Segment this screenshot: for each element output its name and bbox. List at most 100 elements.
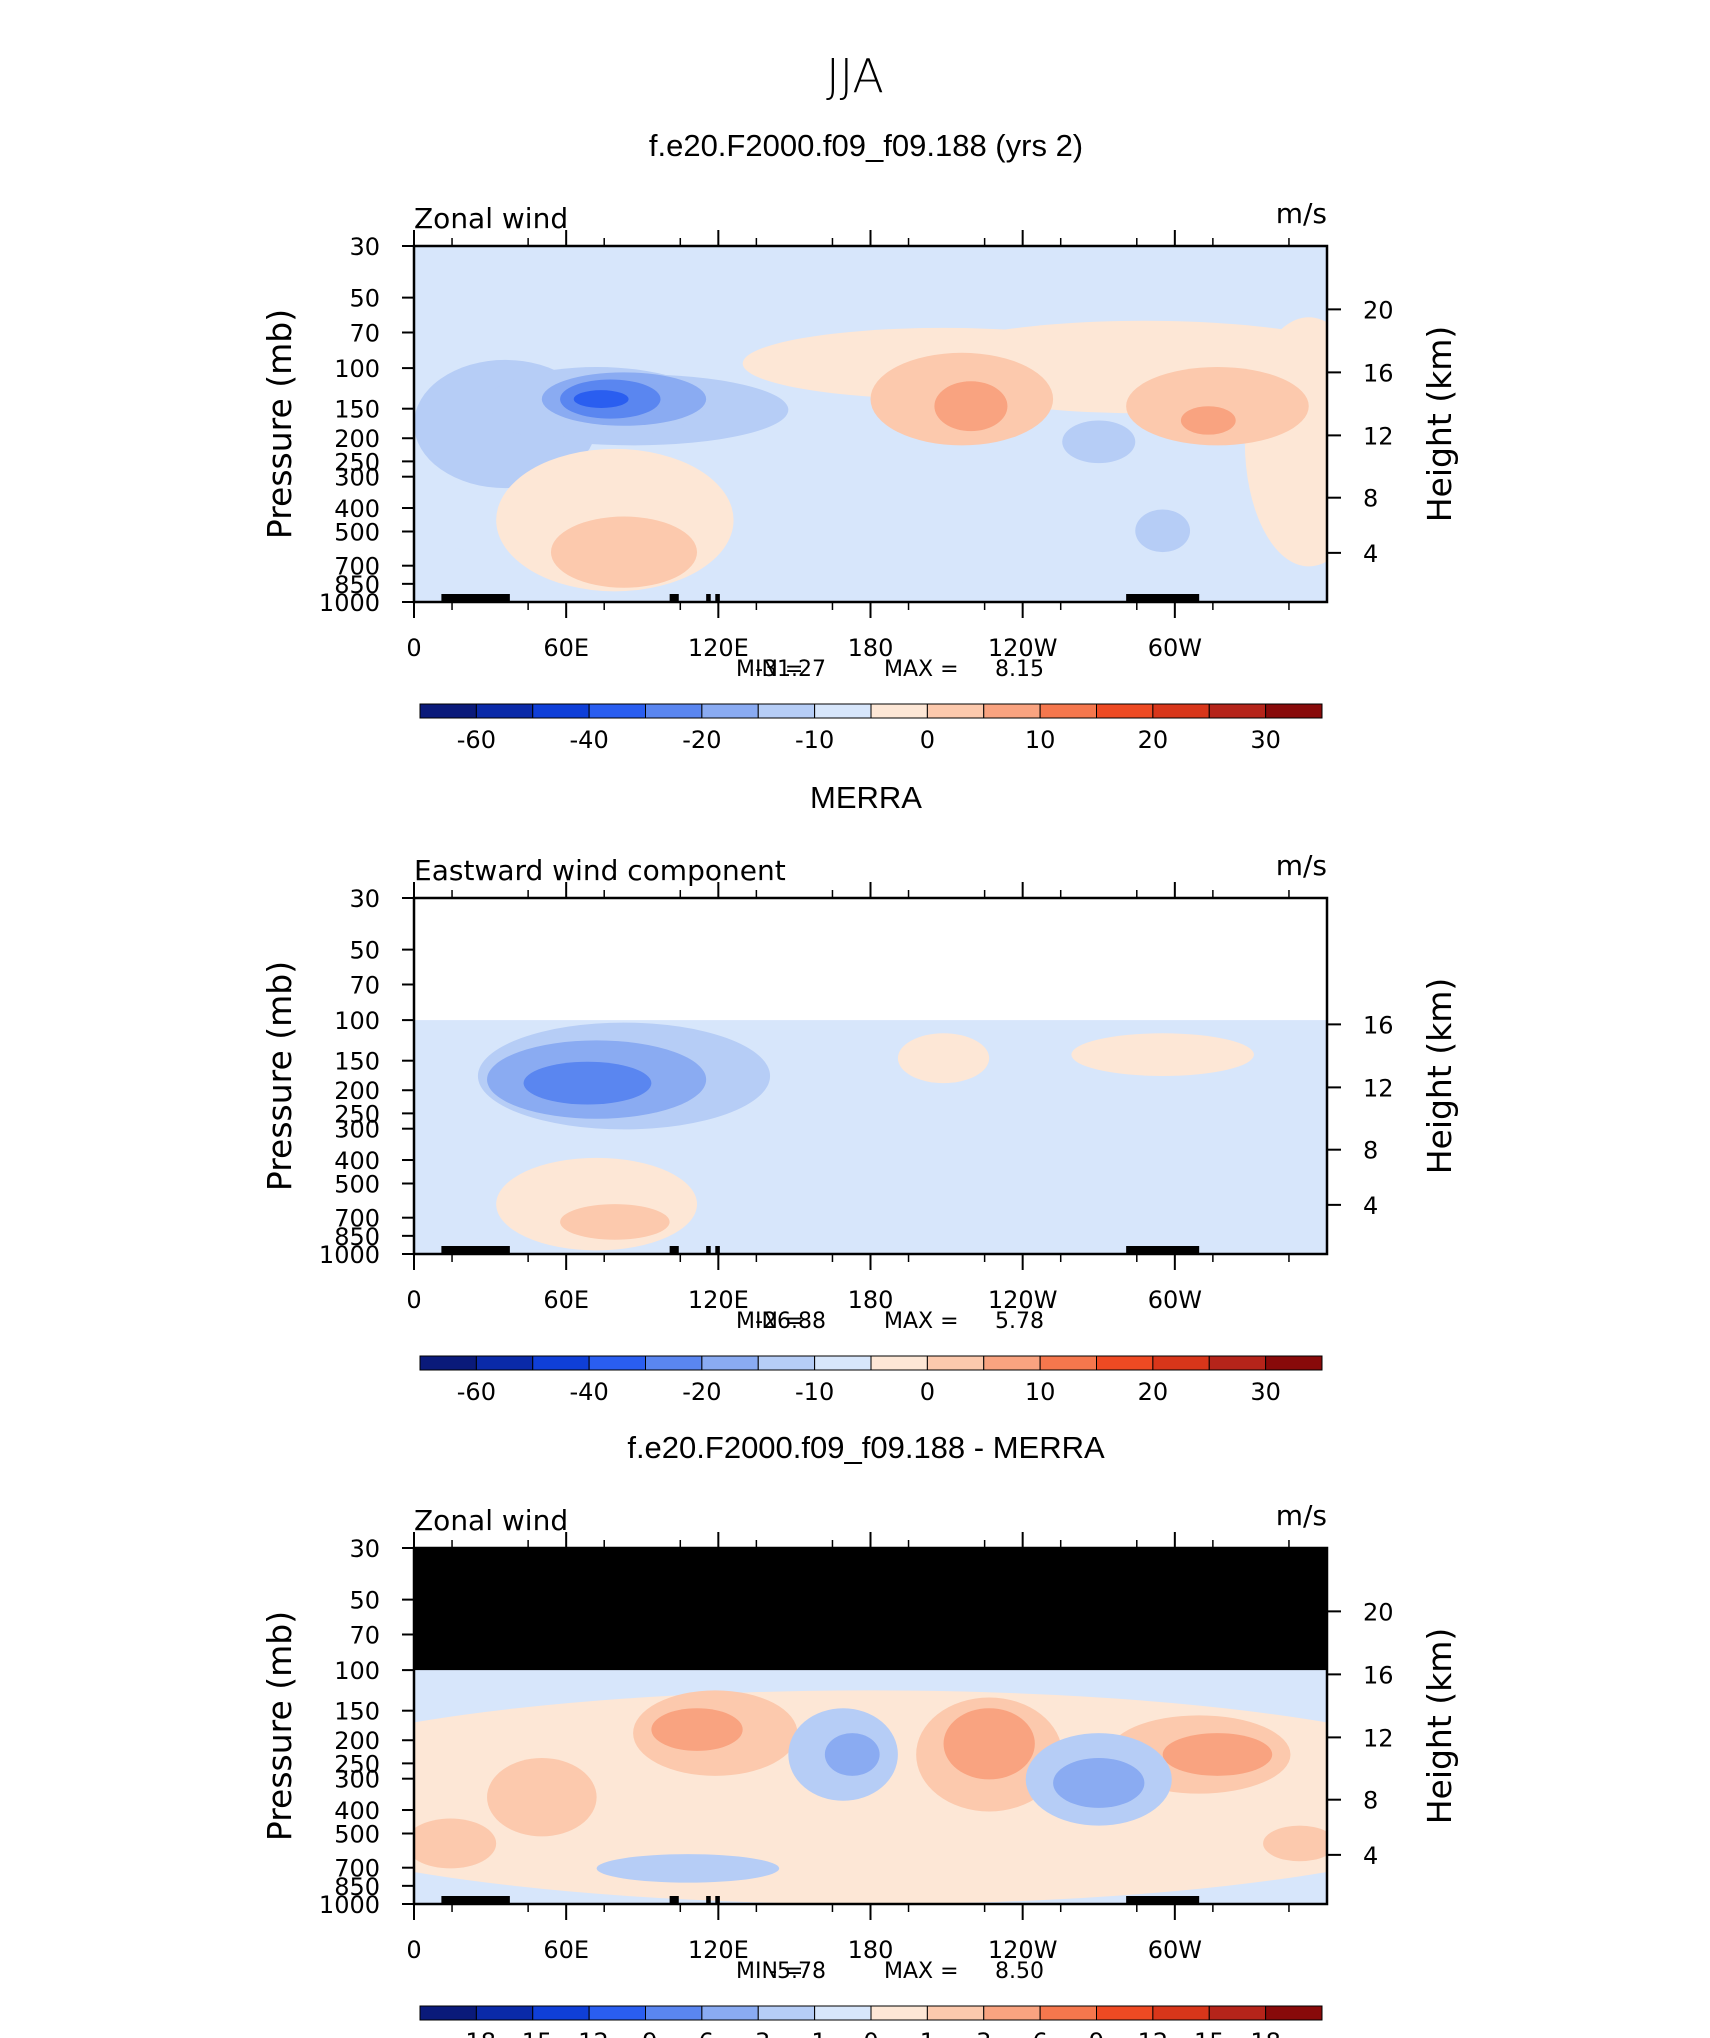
panel-3: f.e20.F2000.f09_f09.188 - MERRA Zonal win…	[260, 1430, 1459, 2038]
y-tick-label: 150	[334, 1698, 380, 1726]
colorbar-swatch	[926, 1355, 985, 1371]
y2-tick-label: 4	[1363, 1842, 1378, 1870]
colorbar-swatch	[1152, 2005, 1210, 2021]
y2-tick-label: 20	[1363, 296, 1394, 324]
topography-mask	[715, 1246, 720, 1254]
colorbar-label: 9	[1089, 2028, 1104, 2038]
stats-min-label: MIN =	[736, 657, 803, 682]
x-tick-label: 60W	[1148, 1286, 1202, 1314]
y-tick-label: 250	[334, 1100, 380, 1128]
colorbar-swatch	[532, 1355, 590, 1371]
colorbar-swatch	[926, 703, 985, 719]
colorbar-swatch	[532, 703, 590, 719]
y2-tick-label: 20	[1363, 1598, 1394, 1626]
y-tick-label: 100	[334, 1657, 380, 1685]
y-tick-label: 1000	[319, 1891, 380, 1919]
colorbar-swatch	[1265, 1355, 1323, 1371]
panel-left-label: Zonal wind	[414, 1504, 568, 1537]
y-tick-label: 70	[349, 972, 380, 1000]
colorbar-swatch	[983, 2005, 1041, 2021]
y-tick-label: 150	[334, 1048, 380, 1076]
contour-region	[573, 390, 629, 408]
topography-mask	[487, 1896, 510, 1904]
contour-region	[934, 381, 1008, 432]
colorbar-label: 18	[1250, 2028, 1281, 2038]
topography-mask	[441, 1896, 492, 1904]
colorbar-swatch	[983, 1355, 1041, 1371]
y-tick-label: 250	[334, 448, 380, 476]
stats-min-value: -5.78	[769, 1959, 826, 1984]
x-tick-label: 0	[406, 1936, 421, 1964]
colorbar-swatch	[419, 1355, 477, 1371]
y-tick-label: 400	[334, 495, 380, 523]
colorbar-swatch	[1096, 2005, 1154, 2021]
topography-mask	[669, 1896, 679, 1904]
colorbar-swatch	[475, 1355, 534, 1371]
x-tick-label: 120E	[688, 1286, 749, 1314]
colorbar-label: 0	[863, 2028, 878, 2038]
colorbar: -60 -40 -20 -10 0 10 20 30	[419, 1355, 1323, 1406]
panel-title: f.e20.F2000.f09_f09.188 - MERRA	[627, 1430, 1105, 1465]
y-tick-label: 850	[334, 571, 380, 599]
colorbar-label: 20	[1138, 726, 1169, 754]
y2-tick-label: 16	[1363, 359, 1394, 387]
colorbar-swatch	[1096, 703, 1154, 719]
y2-tick-label: 4	[1363, 540, 1378, 568]
colorbar-swatch	[645, 1355, 703, 1371]
colorbar-label: -40	[570, 726, 609, 754]
colorbar-swatch	[1039, 1355, 1097, 1371]
colorbar-swatch	[532, 2005, 590, 2021]
y-tick-label: 70	[349, 1622, 380, 1650]
colorbar-swatch	[1096, 1355, 1154, 1371]
colorbar-swatch	[1152, 703, 1210, 719]
contour-region	[897, 1033, 990, 1084]
x-tick-label: 60E	[543, 1286, 589, 1314]
topography-mask	[706, 594, 711, 602]
contour-region	[523, 1061, 652, 1105]
colorbar-swatch	[1208, 1355, 1267, 1371]
colorbar-label: 12	[1138, 2028, 1169, 2038]
y-tick-label: 50	[349, 1587, 380, 1615]
y-axis-title: Pressure (mb)	[260, 309, 299, 539]
contour-region	[651, 1708, 743, 1751]
panel-left-label: Eastward wind component	[414, 854, 786, 887]
contour-region	[1135, 509, 1191, 553]
y-tick-label: 200	[334, 1727, 380, 1755]
colorbar-swatch	[926, 2005, 985, 2021]
colorbar-label: -10	[795, 1378, 834, 1406]
x-tick-label: 180	[848, 1286, 894, 1314]
contour-region	[1244, 317, 1327, 567]
colorbar-swatch	[757, 703, 816, 719]
colorbar-swatch	[870, 703, 928, 719]
topography-mask	[441, 1246, 492, 1254]
y2-tick-label: 16	[1363, 1661, 1394, 1689]
contour-region	[943, 1708, 1035, 1780]
topography-mask	[1126, 1896, 1200, 1904]
panel-2: MERRA Eastward wind component m/s 0 60E 120E 1…	[260, 780, 1459, 1406]
contour-field	[414, 1548, 1327, 1904]
y-tick-label: 700	[334, 553, 380, 581]
topography-mask	[706, 1896, 711, 1904]
colorbar-label: -15	[513, 2028, 552, 2038]
y2-axis-title: Height (km)	[1420, 1628, 1459, 1825]
contour-region	[414, 1011, 1327, 1254]
y-tick-label: 850	[334, 1873, 380, 1901]
colorbar-swatch	[701, 2005, 759, 2021]
topography-mask	[669, 594, 679, 602]
stats-max-label: MAX =	[884, 1309, 959, 1334]
colorbar-swatch	[475, 703, 534, 719]
contour-region	[1071, 1033, 1254, 1076]
colorbar-swatch	[757, 2005, 816, 2021]
topography-mask	[715, 1896, 720, 1904]
colorbar-swatch	[757, 1355, 816, 1371]
y-tick-label: 30	[349, 233, 380, 261]
stats-max-label: MAX =	[884, 657, 959, 682]
y2-tick-label: 12	[1363, 1724, 1394, 1752]
colorbar-swatch	[645, 703, 703, 719]
y-tick-label: 100	[334, 1007, 380, 1035]
y-tick-label: 850	[334, 1223, 380, 1251]
x-tick-label: 60E	[543, 1936, 589, 1964]
y-tick-label: 400	[334, 1797, 380, 1825]
colorbar-label: 20	[1138, 1378, 1169, 1406]
contour-region	[1053, 1758, 1145, 1808]
